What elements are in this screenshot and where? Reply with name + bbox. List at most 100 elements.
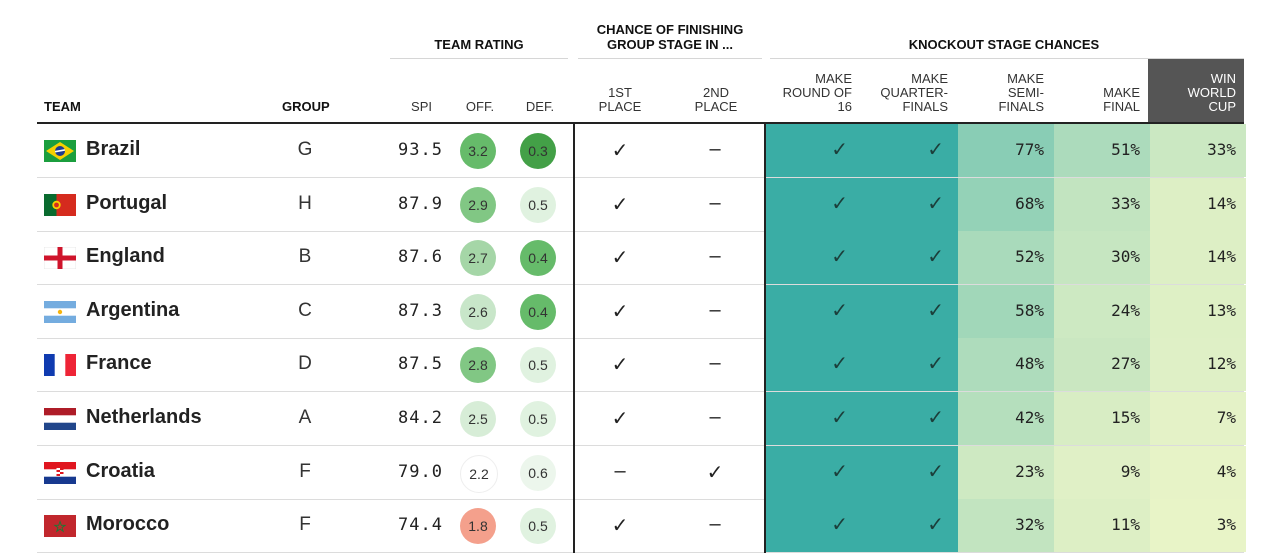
win-cell: 4% (1150, 445, 1246, 499)
first-place-header-l1: 1ST (608, 85, 632, 100)
sf-cell: 58% (958, 284, 1054, 338)
team-name[interactable]: Netherlands (86, 406, 202, 428)
group-value: A (298, 407, 312, 428)
final-header-l2: FINAL (1103, 99, 1140, 114)
check-icon: ✓ (927, 514, 944, 537)
qf-cell: ✓ (862, 338, 958, 392)
team-name[interactable]: Morocco (86, 513, 170, 536)
qf-cell: ✓ (862, 445, 958, 499)
table-row[interactable]: Portugal H 87.9 2.9 0.5 ✓ – ✓ ✓ 68% 33% 14% (37, 177, 1246, 232)
group-value: H (298, 192, 312, 214)
table-row[interactable]: Croatia F 79.0 2.2 0.6 – ✓ ✓ ✓ 23% 9% 4% (37, 445, 1246, 500)
off-rating-bubble: 1.8 (460, 508, 496, 545)
off-rating-bubble: 2.7 (460, 240, 496, 277)
win-cell-value: 7% (1216, 408, 1236, 427)
team-column-header[interactable]: TEAM (44, 99, 81, 114)
first-place-column-header[interactable]: 1ST PLACE (588, 86, 652, 114)
check-icon: ✓ (831, 460, 848, 483)
team-name[interactable]: Argentina (86, 298, 180, 321)
group-value: C (298, 299, 312, 321)
r16-cell: ✓ (766, 177, 862, 231)
group-stage-divider (764, 122, 766, 553)
win-cell-value: 14% (1207, 247, 1236, 267)
team-name[interactable]: Portugal (86, 191, 168, 214)
chance-group-header-line1: CHANCE OF FINISHING (596, 22, 744, 37)
def-column-header[interactable]: DEF. (525, 99, 555, 114)
win-cell: 33% (1150, 124, 1246, 177)
table-row[interactable]: Argentina C 87.3 2.6 0.4 ✓ – ✓ ✓ 58% 24% 13% (37, 284, 1246, 339)
team-name[interactable]: Croatia (86, 459, 155, 482)
final-cell-value: 11% (1111, 515, 1140, 535)
final-cell-value: 30% (1111, 247, 1140, 267)
qf-column-header[interactable]: MAKE QUARTER- FINALS (862, 72, 948, 114)
first-place-mark: ✓ (611, 140, 629, 162)
table-row[interactable]: Brazil G 93.5 3.2 0.3 ✓ – ✓ ✓ 77% 51% 33% (37, 124, 1246, 178)
spi-value: 87.9 (398, 193, 443, 214)
off-column-header[interactable]: OFF. (465, 99, 495, 114)
r16-header-l1: MAKE (815, 71, 852, 86)
team-rating-header: TEAM RATING (434, 37, 524, 52)
second-place-mark: – (709, 352, 721, 375)
spi-value: 93.5 (398, 140, 443, 160)
sf-cell: 68% (958, 177, 1054, 231)
def-rating-bubble: 0.5 (520, 401, 556, 437)
final-cell: 24% (1054, 284, 1150, 338)
second-place-mark: – (709, 513, 721, 536)
chance-group-header-line2: GROUP STAGE IN ... (607, 37, 733, 52)
sf-cell-value: 58% (1015, 300, 1044, 320)
def-rating-bubble: 0.4 (520, 240, 556, 277)
group-value: G (297, 139, 313, 160)
table-row[interactable]: England B 87.6 2.7 0.4 ✓ – ✓ ✓ 52% 30% 14% (37, 231, 1246, 286)
sf-header-l1: MAKE (1007, 71, 1044, 86)
second-place-mark: – (709, 245, 721, 268)
final-cell-value: 9% (1120, 461, 1140, 481)
second-place-mark: – (709, 406, 721, 428)
chance-group-rule (578, 58, 762, 59)
r16-column-header[interactable]: MAKE ROUND OF 16 (766, 72, 852, 114)
check-icon: ✓ (831, 139, 848, 161)
netherlands-flag-icon (44, 408, 76, 430)
first-place-mark: ✓ (611, 247, 629, 270)
qf-cell: ✓ (862, 392, 958, 445)
check-icon: ✓ (831, 353, 848, 376)
sf-cell-value: 48% (1015, 354, 1044, 374)
win-world-cup-header-bg (1148, 59, 1244, 122)
win-header-l1: WIN (1210, 71, 1236, 86)
final-cell: 15% (1054, 392, 1150, 445)
croatia-flag-icon (44, 461, 76, 484)
team-name[interactable]: England (86, 245, 165, 268)
team-name[interactable]: France (86, 352, 152, 375)
qf-cell: ✓ (862, 177, 958, 231)
def-rating-bubble: 0.5 (520, 508, 556, 545)
final-column-header[interactable]: MAKE FINAL (1054, 86, 1140, 114)
second-place-column-header[interactable]: 2ND PLACE (684, 86, 748, 114)
check-icon: ✓ (831, 246, 848, 269)
team-name[interactable]: Brazil (86, 138, 141, 160)
check-icon: ✓ (927, 299, 944, 322)
spi-column-header[interactable]: SPI (411, 99, 432, 114)
table-row[interactable]: Netherlands A 84.2 2.5 0.5 ✓ – ✓ ✓ 42% 15% 7% (37, 392, 1246, 446)
off-rating-bubble: 2.6 (460, 293, 496, 330)
sf-column-header[interactable]: MAKE SEMI- FINALS (958, 72, 1044, 114)
spi-value: 87.6 (398, 247, 443, 268)
qf-cell: ✓ (862, 231, 958, 285)
sf-cell-value: 23% (1015, 461, 1044, 481)
def-rating-bubble: 0.4 (520, 293, 556, 330)
sf-cell: 32% (958, 499, 1054, 553)
chance-group-header: CHANCE OF FINISHING GROUP STAGE IN ... (580, 22, 760, 52)
final-cell: 27% (1054, 338, 1150, 392)
r16-cell: ✓ (766, 284, 862, 338)
win-cell-value: 13% (1207, 300, 1236, 320)
win-world-cup-column-header[interactable]: WIN WORLD CUP (1150, 72, 1236, 114)
off-rating-bubble: 2.9 (460, 186, 496, 223)
r16-cell: ✓ (766, 445, 862, 499)
win-cell-value: 33% (1207, 140, 1236, 159)
qf-cell: ✓ (862, 284, 958, 338)
table-row[interactable]: France D 87.5 2.8 0.5 ✓ – ✓ ✓ 48% 27% 12% (37, 338, 1246, 393)
def-rating-bubble: 0.3 (520, 133, 556, 169)
france-flag-icon (44, 354, 76, 377)
group-column-header[interactable]: GROUP (282, 99, 330, 114)
final-cell: 11% (1054, 499, 1150, 553)
win-header-l3: CUP (1208, 99, 1236, 114)
table-row[interactable]: Morocco F 74.4 1.8 0.5 ✓ – ✓ ✓ 32% 11% 3% (37, 499, 1246, 553)
